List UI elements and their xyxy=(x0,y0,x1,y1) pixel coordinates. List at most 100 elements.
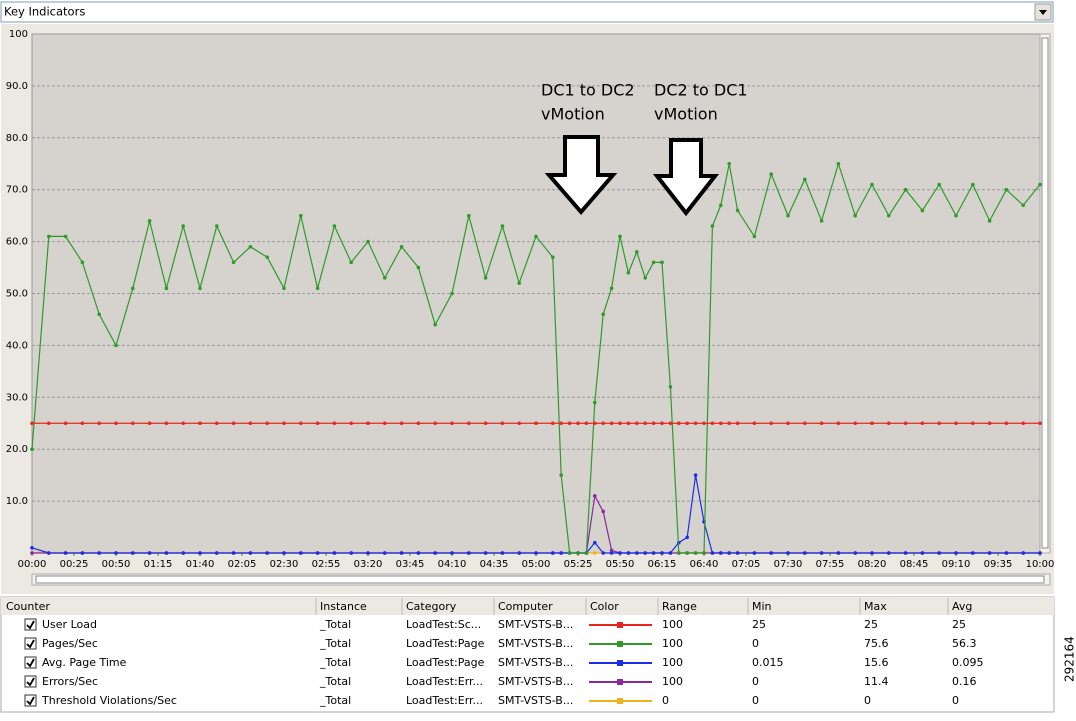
data-point xyxy=(47,235,51,239)
data-point xyxy=(937,551,941,555)
x-tick-label: 02:30 xyxy=(270,559,299,570)
data-point xyxy=(677,421,681,425)
counter-name: User Load xyxy=(42,618,97,631)
data-point xyxy=(517,281,521,285)
column-header[interactable]: Counter xyxy=(6,600,50,613)
table-cell: LoadTest:Page xyxy=(406,656,485,669)
data-point xyxy=(534,235,538,239)
data-point xyxy=(685,551,689,555)
data-point xyxy=(921,209,925,213)
data-point xyxy=(627,421,631,425)
table-cell: _Total xyxy=(319,694,351,707)
data-point xyxy=(937,421,941,425)
x-tick-label: 01:15 xyxy=(144,559,173,570)
data-point xyxy=(803,551,807,555)
data-point xyxy=(685,421,689,425)
data-point xyxy=(551,551,555,555)
data-point xyxy=(837,162,841,166)
column-header[interactable]: Range xyxy=(662,600,697,613)
data-point xyxy=(853,421,857,425)
counter-name: Avg. Page Time xyxy=(42,656,127,669)
data-point xyxy=(719,203,723,207)
table-cell: 0.16 xyxy=(952,675,977,688)
column-header[interactable]: Max xyxy=(864,600,887,613)
table-cell: 100 xyxy=(662,618,683,631)
data-point xyxy=(585,421,589,425)
column-header[interactable]: Computer xyxy=(498,600,553,613)
dropdown[interactable] xyxy=(1,2,1053,22)
data-point xyxy=(467,421,471,425)
data-point xyxy=(64,235,68,239)
column-header[interactable]: Instance xyxy=(320,600,367,613)
y-tick-label: 80.0 xyxy=(6,133,28,144)
data-point xyxy=(249,421,253,425)
data-point xyxy=(719,421,723,425)
data-point xyxy=(198,421,202,425)
table-cell: 25 xyxy=(752,618,766,631)
data-point xyxy=(727,551,731,555)
data-point xyxy=(282,287,286,291)
y-tick-label: 60.0 xyxy=(6,237,28,248)
data-point xyxy=(660,421,664,425)
data-point xyxy=(282,421,286,425)
h-scroll-thumb[interactable] xyxy=(36,576,1044,583)
table-cell: 0 xyxy=(864,694,871,707)
data-point xyxy=(417,266,421,270)
table-cell: 0 xyxy=(752,694,759,707)
data-point xyxy=(627,551,631,555)
data-point xyxy=(265,255,269,259)
x-tick-label: 04:10 xyxy=(438,559,467,570)
data-point xyxy=(366,551,370,555)
x-tick-label: 07:55 xyxy=(816,559,845,570)
data-point xyxy=(887,214,891,218)
data-point xyxy=(400,421,404,425)
data-point xyxy=(450,421,454,425)
data-point xyxy=(148,219,152,223)
table-cell: LoadTest:Err... xyxy=(406,694,483,707)
data-point xyxy=(652,551,656,555)
x-tick-label: 02:05 xyxy=(228,559,257,570)
data-point xyxy=(383,551,387,555)
data-point xyxy=(988,219,992,223)
data-point xyxy=(753,421,757,425)
data-point xyxy=(937,183,941,187)
data-point xyxy=(853,214,857,218)
data-point xyxy=(837,421,841,425)
data-point xyxy=(181,551,185,555)
data-point xyxy=(988,421,992,425)
column-header[interactable]: Category xyxy=(406,600,457,613)
data-point xyxy=(610,551,614,555)
data-point xyxy=(820,421,824,425)
data-point xyxy=(501,551,505,555)
table-cell: SMT-VSTS-B... xyxy=(498,675,573,688)
data-point xyxy=(887,551,891,555)
table-cell: 25 xyxy=(864,618,878,631)
v-scroll-thumb[interactable] xyxy=(1042,38,1048,548)
data-point xyxy=(711,551,715,555)
data-point xyxy=(181,421,185,425)
data-point xyxy=(820,551,824,555)
data-point xyxy=(1021,551,1025,555)
data-point xyxy=(736,209,740,213)
y-tick-label: 10.0 xyxy=(6,496,28,507)
data-point xyxy=(316,551,320,555)
column-header[interactable]: Avg xyxy=(952,600,972,613)
column-header[interactable]: Color xyxy=(590,600,619,613)
data-point xyxy=(198,551,202,555)
data-point xyxy=(131,287,135,291)
data-point xyxy=(349,421,353,425)
column-header[interactable]: Min xyxy=(752,600,772,613)
data-point xyxy=(517,421,521,425)
data-point xyxy=(484,551,488,555)
data-point xyxy=(383,421,387,425)
data-point xyxy=(1021,203,1025,207)
data-point xyxy=(669,385,673,389)
data-point xyxy=(643,421,647,425)
annotation-text: vMotion xyxy=(541,105,605,124)
data-point xyxy=(921,551,925,555)
data-point xyxy=(904,551,908,555)
y-tick-label: 40.0 xyxy=(6,340,28,351)
data-point xyxy=(601,510,605,514)
y-tick-label: 20.0 xyxy=(6,444,28,455)
data-point xyxy=(282,551,286,555)
